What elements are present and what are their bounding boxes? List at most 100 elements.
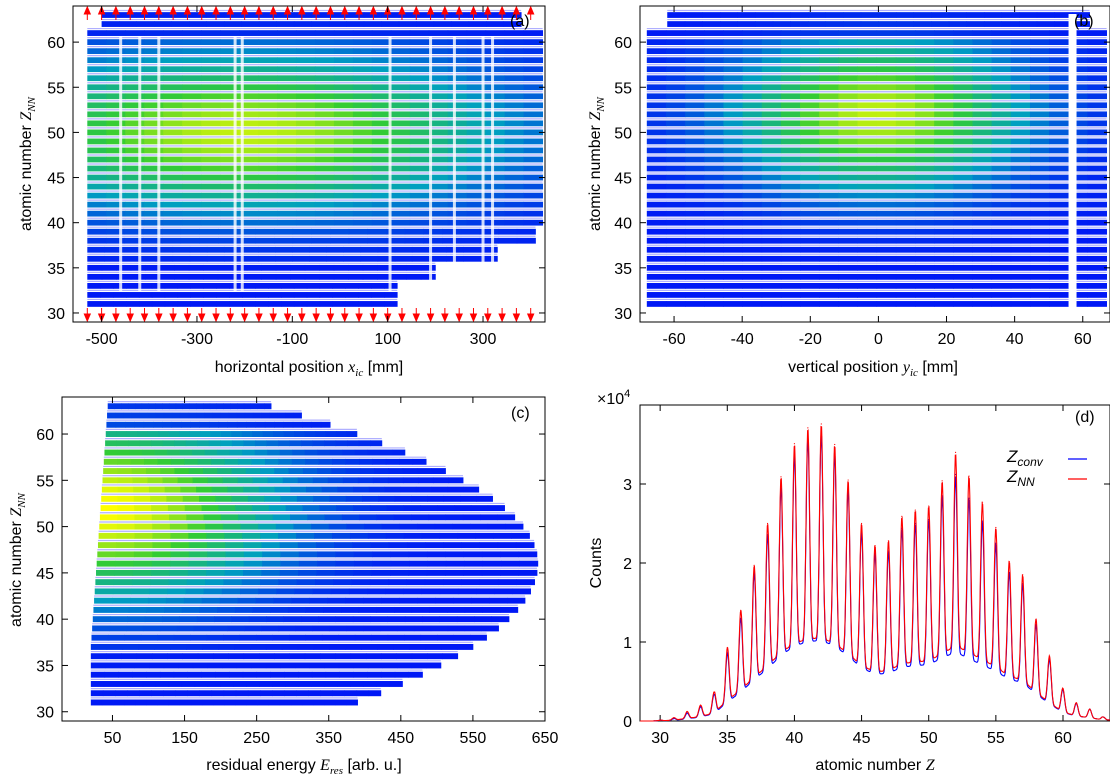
heatmap-band-z59 [704, 48, 724, 55]
heatmap-band-z44 [125, 183, 145, 190]
heatmap-band-z44 [428, 183, 449, 190]
heatmap-band-z32 [972, 292, 993, 298]
heatmap-band-z38 [124, 237, 144, 244]
heatmap-band-z31 [113, 301, 127, 307]
heatmap-band-z51 [1010, 120, 1031, 127]
heatmap-band-z47 [277, 156, 297, 163]
y-tick-label: 0 [623, 714, 632, 731]
heatmap-band-z36 [381, 653, 397, 660]
heatmap-band-z39 [895, 228, 916, 235]
heatmap-band-z55 [192, 477, 209, 484]
heatmap-band-z63 [1001, 12, 1020, 18]
heatmap-band-z31 [224, 699, 236, 706]
heatmap-band-z59 [289, 440, 302, 447]
heatmap-band-z33 [216, 282, 230, 289]
heatmap-band-z45 [780, 174, 801, 181]
heatmap-band-z32 [242, 292, 256, 298]
heatmap-band-z58 [125, 57, 145, 64]
heatmap-band-z52 [466, 111, 487, 118]
heatmap-band-z50 [220, 129, 240, 136]
heatmap-band-z62 [913, 21, 932, 27]
heatmap-band-z31 [87, 301, 101, 307]
heatmap-band-z53 [780, 102, 801, 109]
heatmap-band-z46 [390, 560, 410, 567]
heatmap-band-z59 [243, 440, 256, 447]
heatmap-band-z58 [242, 449, 256, 456]
heatmap-band-z32 [87, 292, 101, 298]
heatmap-band-z48 [225, 542, 244, 549]
heatmap-band-z45 [258, 174, 278, 181]
heatmap-band-z40 [239, 219, 259, 226]
heatmap-band-z48 [857, 147, 878, 154]
heatmap-band-z52 [201, 111, 221, 118]
heatmap-band-z46 [144, 165, 164, 172]
heatmap-band-z37 [704, 246, 724, 253]
heatmap-band-z38 [348, 237, 368, 244]
heatmap-band-z36 [991, 255, 1012, 262]
heatmap-band-z36 [213, 653, 229, 660]
heatmap-band-z43 [333, 192, 354, 199]
heatmap-band-z47 [876, 156, 897, 163]
heatmap-band-z57 [291, 458, 306, 465]
heatmap-band-z48 [761, 147, 782, 154]
heatmap-band-z57 [838, 66, 858, 73]
heatmap-band-z37 [360, 246, 379, 253]
heatmap-band-z45 [125, 174, 145, 181]
heatmap-band-z45 [408, 569, 428, 576]
heatmap-band-z60 [352, 39, 373, 46]
heatmap-band-z39 [646, 228, 667, 235]
heatmap-band-z60 [819, 39, 839, 46]
heatmap-band-z34 [90, 671, 106, 678]
heatmap-band-z42 [125, 201, 145, 208]
heatmap-band-z46 [427, 560, 447, 567]
heatmap-band-z54 [1049, 93, 1069, 100]
heatmap-band-z53 [466, 102, 487, 109]
arrow-marker-top [469, 6, 478, 20]
heatmap-band-z37 [1029, 246, 1050, 253]
series-point-nn [1075, 702, 1078, 704]
heatmap-band-z42 [1029, 201, 1050, 208]
heatmap-band-z50 [1029, 129, 1050, 136]
heatmap-band-z48 [352, 147, 373, 154]
heatmap-band-z48 [277, 147, 297, 154]
heatmap-band-z34 [895, 273, 916, 280]
heatmap-band-z49 [953, 138, 973, 145]
heatmap-band-z36 [151, 653, 168, 660]
heatmap-band-z60 [447, 39, 468, 46]
heatmap-band-z52 [252, 505, 270, 512]
heatmap-band-z58 [761, 57, 782, 64]
heatmap-band-z47 [428, 156, 449, 163]
heatmap-band-z54 [415, 486, 433, 493]
heatmap-band-z51 [238, 514, 256, 521]
heatmap-band-z54 [117, 486, 134, 493]
heatmap-band-z53 [934, 102, 954, 109]
heatmap-band-z41 [394, 606, 413, 613]
heatmap-band-z55 [402, 477, 419, 484]
heatmap-band-z50 [447, 129, 468, 136]
heatmap-band-z59 [163, 48, 183, 55]
heatmap-band-z40 [371, 219, 392, 226]
heatmap-band-z45 [876, 174, 897, 181]
series-point-nn [874, 545, 876, 547]
heatmap-band-z62 [468, 21, 487, 27]
heatmap-band-z59 [838, 48, 858, 55]
heatmap-band-z31 [201, 699, 214, 706]
heatmap-band-z56 [857, 75, 878, 82]
heatmap-band-z41 [199, 606, 218, 613]
heatmap-band-z61 [523, 30, 544, 36]
heatmap-band-z31 [229, 301, 243, 307]
heatmap-band-z40 [972, 219, 993, 226]
heatmap-band-z36 [394, 255, 413, 262]
heatmap-band-z55 [895, 84, 916, 91]
heatmap-band-z58 [342, 449, 356, 456]
heatmap-band-z37 [915, 246, 935, 253]
heatmap-band-z55 [428, 84, 449, 91]
heatmap-band-z40 [742, 219, 763, 226]
heatmap-band-z52 [454, 505, 472, 512]
heatmap-band-z38 [274, 237, 294, 244]
heatmap-band-z35 [991, 264, 1012, 271]
heatmap-band-z43 [112, 588, 132, 595]
heatmap-band-z36 [704, 255, 724, 262]
heatmap-band-z54 [106, 93, 126, 100]
